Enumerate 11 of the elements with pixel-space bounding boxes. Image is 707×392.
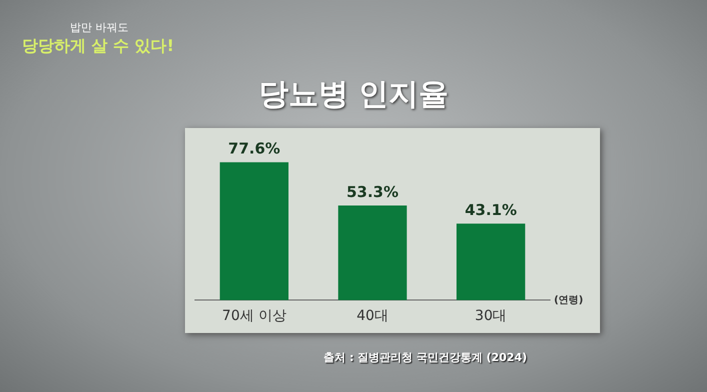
data-label: 43.1% bbox=[464, 200, 517, 219]
source-note: 출처 : 질병관리청 국민건강통계 (2024) bbox=[324, 350, 527, 365]
x-tick-label: 30대 bbox=[474, 308, 507, 324]
x-axis-title: (연령) bbox=[554, 294, 584, 306]
text: 당당하게 살 수 있다! bbox=[22, 36, 174, 57]
text: 밥만 바꿔도 bbox=[70, 20, 128, 35]
chart-title: 당뇨병 인지율 bbox=[257, 76, 450, 114]
data-label: 53.3% bbox=[346, 182, 399, 201]
data-label: 77.6% bbox=[228, 140, 280, 158]
x-tick-label: 70세 이상 bbox=[222, 308, 286, 324]
x-tick-label: 40대 bbox=[356, 308, 388, 324]
